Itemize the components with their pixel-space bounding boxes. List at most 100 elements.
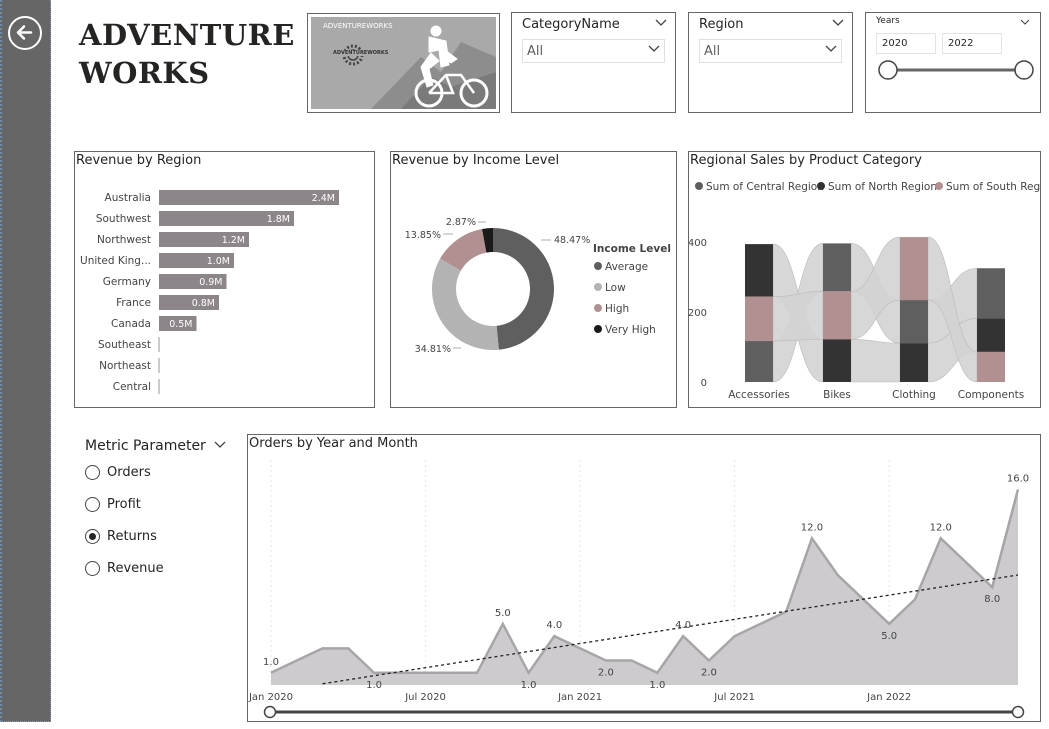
x-tick-label: Jan 2021 [557, 692, 602, 703]
metric-option-orders[interactable]: Orders [85, 462, 151, 482]
point-label: 5.0 [495, 608, 511, 619]
metric-option-returns[interactable]: Returns [85, 526, 157, 546]
ribbon-segment[interactable] [977, 351, 1005, 382]
report-title: ADVENTURE WORKS [79, 16, 299, 92]
region-bar[interactable] [159, 316, 197, 331]
ribbon-legend-item[interactable]: Sum of South Reg... [946, 181, 1040, 193]
income-slice[interactable] [440, 228, 487, 271]
chevron-down-icon[interactable] [832, 19, 844, 27]
income-legend-item[interactable]: Very High [605, 324, 656, 336]
chevron-down-icon[interactable] [655, 19, 667, 27]
ribbon-segment[interactable] [745, 341, 773, 382]
region-category-label: Northeast [99, 360, 151, 372]
income-slice[interactable] [493, 228, 554, 350]
metric-option-revenue[interactable]: Revenue [85, 558, 164, 578]
region-dropdown[interactable]: All [699, 39, 842, 63]
ribbon-flow[interactable] [772, 291, 824, 342]
ribbon-segment[interactable] [823, 339, 851, 382]
category-dropdown[interactable]: All [522, 39, 665, 63]
metric-parameter-title: Metric Parameter [85, 438, 206, 454]
years-end-input[interactable]: 2022 [942, 33, 1002, 54]
income-legend-marker [594, 262, 602, 270]
ribbon-y-tick: 200 [689, 308, 707, 319]
point-label: 2.0 [598, 668, 614, 679]
income-slice-label: 34.81% [415, 344, 451, 355]
ribbon-x-label: Clothing [892, 389, 936, 401]
chevron-down-icon [648, 45, 660, 52]
income-legend-marker [594, 325, 602, 333]
region-category-label: Southeast [98, 339, 151, 351]
ribbon-segment[interactable] [823, 291, 851, 340]
metric-option-label: Orders [107, 464, 151, 480]
back-arrow-icon[interactable] [8, 16, 42, 50]
revenue-by-income-title: Revenue by Income Level [392, 153, 560, 168]
ribbon-legend-item[interactable]: Sum of Central Region [706, 181, 824, 193]
income-legend-item[interactable]: Average [605, 261, 648, 273]
metric-option-profit[interactable]: Profit [85, 494, 141, 514]
ribbon-segment[interactable] [900, 343, 928, 382]
radio-button[interactable] [85, 496, 100, 512]
income-slice[interactable] [432, 258, 499, 350]
orders-by-month-panel: Orders by Year and Month Jan 2020 Jul 202… [247, 434, 1041, 722]
ribbon-segment[interactable] [823, 243, 851, 292]
category-slicer: CategoryName All [511, 12, 676, 113]
ribbon-flow[interactable] [850, 338, 901, 383]
category-slicer-label: CategoryName [522, 17, 620, 32]
ribbon-legend-marker [817, 182, 825, 190]
category-dropdown-value: All [527, 44, 544, 59]
point-label: 12.0 [801, 522, 823, 533]
regional-sales-title: Regional Sales by Product Category [690, 153, 922, 168]
years-start-input[interactable]: 2020 [876, 33, 936, 54]
orders-area[interactable] [271, 489, 1018, 685]
ribbon-segment[interactable] [745, 244, 773, 297]
x-tick-label: Jul 2021 [713, 692, 755, 703]
revenue-by-region-title: Revenue by Region [76, 153, 202, 168]
chevron-down-icon[interactable] [214, 441, 226, 449]
ribbon-legend-marker [935, 182, 943, 190]
orders-by-month-chart: Jan 2020 Jul 2020 Jan 2021 Jul 2021 Jan 2022… [248, 460, 1029, 719]
logo-brand-text: ADVENTUREWORKS [323, 22, 393, 30]
region-bar[interactable] [159, 253, 234, 268]
point-label: 4.0 [546, 620, 562, 631]
income-slice-label: 48.47% [554, 235, 590, 246]
metric-option-label: Profit [107, 496, 141, 512]
ribbon-segment[interactable] [900, 237, 928, 301]
ribbon-y-tick: 400 [689, 238, 707, 249]
years-range-slider[interactable] [876, 59, 1036, 81]
ribbon-segment[interactable] [745, 296, 773, 342]
slider-handle-end[interactable] [1011, 705, 1025, 719]
region-category-label: Northwest [97, 234, 151, 246]
ribbon-legend-item[interactable]: Sum of North Region [828, 181, 937, 193]
radio-button[interactable] [85, 528, 100, 544]
ribbon-segment[interactable] [977, 268, 1005, 319]
ribbon-legend-marker [695, 182, 703, 190]
region-bar[interactable] [159, 190, 339, 205]
cyclist-icon [342, 25, 496, 109]
radio-button[interactable] [85, 464, 100, 480]
income-legend-item[interactable]: High [605, 303, 629, 315]
chevron-down-icon[interactable] [1020, 19, 1030, 25]
income-legend-marker [594, 304, 602, 312]
income-legend-marker [594, 283, 602, 291]
region-bar[interactable] [159, 295, 219, 310]
x-tick-label: Jan 2022 [866, 692, 911, 703]
left-nav-bar [0, 0, 51, 722]
income-slice[interactable] [482, 228, 493, 253]
income-legend-title: Income Level [593, 243, 671, 255]
radio-button[interactable] [85, 560, 100, 576]
slider-handle-start[interactable] [263, 705, 277, 719]
region-bar[interactable] [159, 211, 294, 226]
region-bar[interactable] [159, 232, 249, 247]
point-label: 1.0 [649, 680, 665, 691]
ribbon-x-label: Accessories [728, 389, 790, 401]
income-legend-item[interactable]: Low [605, 282, 626, 294]
ribbon-segment[interactable] [977, 318, 1005, 352]
point-label: 1.0 [366, 680, 382, 691]
ribbon-segment[interactable] [900, 300, 928, 344]
region-category-label: United King... [80, 255, 151, 267]
region-bar-value: 1.8M [267, 214, 290, 225]
region-category-label: France [116, 297, 151, 309]
title-line-1: ADVENTURE [79, 18, 295, 52]
region-bar[interactable] [159, 274, 227, 289]
brand-logo: ADVENTUREWORKS ADVENTUREWORKS [307, 13, 500, 113]
